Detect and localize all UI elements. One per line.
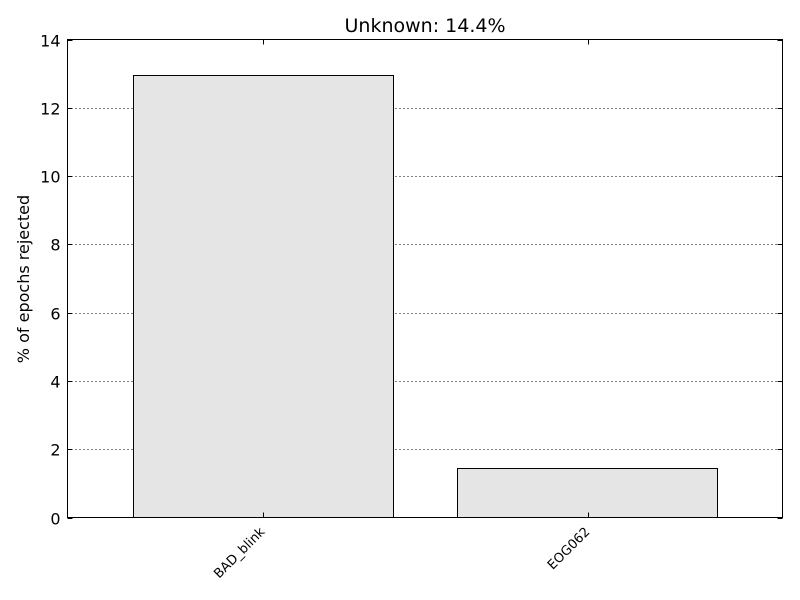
bar-eog062 — [457, 468, 718, 518]
x-tick-label-bad-blink: BAD_blink — [211, 524, 268, 581]
y-tick-label-0: 0 — [50, 510, 60, 529]
bar-bad-blink — [133, 75, 394, 518]
y-tick-label-6: 6 — [50, 305, 60, 324]
y-tick-label-10: 10 — [40, 168, 60, 187]
plot-frame — [67, 39, 783, 518]
y-axis-label: % of epochs rejected — [14, 195, 33, 363]
y-tick-label-14: 14 — [40, 32, 60, 51]
x-tick-label-eog062: EOG062 — [545, 525, 593, 573]
y-tick-label-8: 8 — [50, 236, 60, 255]
y-axis-ticks: 0 2 4 6 8 10 12 14 — [40, 32, 783, 529]
y-tick-label-12: 12 — [40, 100, 60, 119]
y-tick-label-4: 4 — [50, 373, 60, 392]
y-tick-label-2: 2 — [50, 441, 60, 460]
bars — [133, 75, 718, 518]
chart-title: Unknown: 14.4% — [345, 15, 506, 37]
